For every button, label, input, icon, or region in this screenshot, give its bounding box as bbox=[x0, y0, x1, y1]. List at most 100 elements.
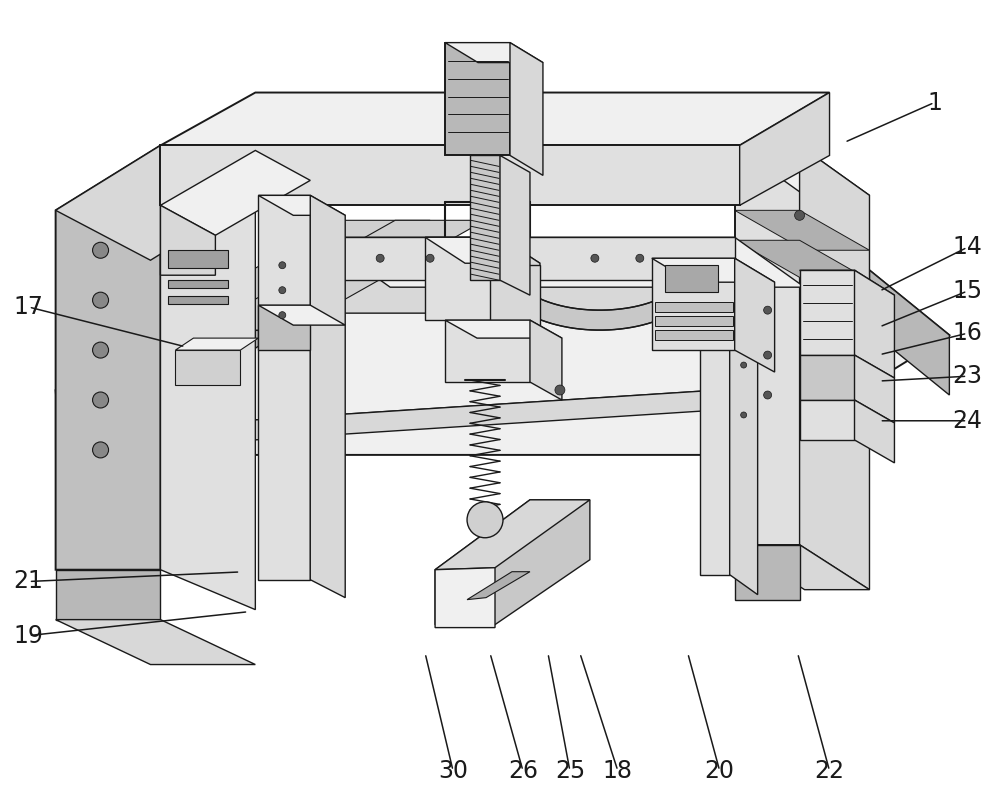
Polygon shape bbox=[160, 206, 215, 275]
Polygon shape bbox=[160, 92, 830, 145]
Polygon shape bbox=[145, 220, 430, 330]
Polygon shape bbox=[200, 220, 485, 330]
Text: 14: 14 bbox=[952, 235, 982, 259]
Circle shape bbox=[279, 312, 286, 319]
Polygon shape bbox=[435, 567, 495, 627]
Polygon shape bbox=[490, 265, 710, 330]
Polygon shape bbox=[56, 145, 160, 570]
Circle shape bbox=[741, 362, 747, 368]
Text: 26: 26 bbox=[508, 759, 538, 783]
Polygon shape bbox=[425, 238, 500, 320]
Polygon shape bbox=[698, 265, 740, 330]
Polygon shape bbox=[145, 330, 235, 350]
Circle shape bbox=[741, 412, 747, 418]
Polygon shape bbox=[800, 355, 855, 400]
Polygon shape bbox=[258, 195, 345, 215]
Circle shape bbox=[279, 287, 286, 293]
Text: 15: 15 bbox=[952, 279, 982, 303]
Polygon shape bbox=[56, 145, 255, 261]
Polygon shape bbox=[160, 151, 310, 235]
Polygon shape bbox=[652, 258, 735, 350]
Polygon shape bbox=[56, 270, 949, 455]
Polygon shape bbox=[855, 270, 894, 378]
Polygon shape bbox=[490, 265, 540, 330]
Polygon shape bbox=[310, 195, 345, 598]
Text: 17: 17 bbox=[14, 295, 44, 319]
Polygon shape bbox=[735, 544, 869, 590]
Bar bbox=[168, 296, 228, 304]
Circle shape bbox=[555, 385, 565, 395]
Polygon shape bbox=[735, 210, 869, 250]
Polygon shape bbox=[800, 400, 855, 440]
Polygon shape bbox=[131, 388, 750, 448]
Bar bbox=[655, 302, 733, 312]
Polygon shape bbox=[735, 544, 800, 599]
Circle shape bbox=[467, 502, 503, 538]
Polygon shape bbox=[56, 270, 250, 450]
Polygon shape bbox=[425, 238, 540, 263]
Polygon shape bbox=[665, 265, 718, 292]
Text: 24: 24 bbox=[952, 409, 982, 433]
Text: 1: 1 bbox=[927, 91, 942, 115]
Polygon shape bbox=[735, 145, 800, 544]
Polygon shape bbox=[500, 238, 540, 345]
Polygon shape bbox=[730, 282, 758, 595]
Circle shape bbox=[279, 261, 286, 269]
Polygon shape bbox=[160, 145, 740, 206]
Polygon shape bbox=[175, 338, 258, 350]
Polygon shape bbox=[258, 305, 345, 325]
Text: 30: 30 bbox=[438, 759, 468, 783]
Polygon shape bbox=[131, 313, 850, 428]
Text: 20: 20 bbox=[705, 759, 735, 783]
Circle shape bbox=[93, 342, 109, 358]
Polygon shape bbox=[855, 400, 894, 463]
Polygon shape bbox=[470, 155, 500, 281]
Circle shape bbox=[93, 392, 109, 408]
Circle shape bbox=[376, 254, 384, 262]
Circle shape bbox=[93, 242, 109, 258]
Text: 23: 23 bbox=[952, 364, 982, 388]
Polygon shape bbox=[735, 240, 869, 281]
Circle shape bbox=[764, 391, 772, 399]
Polygon shape bbox=[250, 270, 869, 330]
Circle shape bbox=[764, 306, 772, 314]
Polygon shape bbox=[258, 305, 310, 350]
Polygon shape bbox=[445, 42, 543, 63]
Text: 25: 25 bbox=[555, 759, 585, 783]
Text: 19: 19 bbox=[14, 623, 44, 648]
Polygon shape bbox=[445, 320, 530, 382]
Polygon shape bbox=[445, 42, 510, 155]
Polygon shape bbox=[652, 258, 775, 282]
Bar bbox=[655, 330, 733, 340]
Circle shape bbox=[795, 210, 805, 220]
Text: 18: 18 bbox=[603, 759, 633, 783]
Polygon shape bbox=[800, 270, 894, 295]
Polygon shape bbox=[700, 282, 730, 575]
Polygon shape bbox=[467, 571, 530, 599]
Polygon shape bbox=[735, 145, 869, 195]
Polygon shape bbox=[56, 570, 160, 619]
Polygon shape bbox=[160, 145, 255, 610]
Polygon shape bbox=[56, 619, 255, 665]
Polygon shape bbox=[175, 350, 240, 385]
Polygon shape bbox=[445, 320, 562, 338]
Circle shape bbox=[93, 292, 109, 308]
Polygon shape bbox=[530, 320, 562, 400]
Polygon shape bbox=[855, 355, 894, 423]
Polygon shape bbox=[869, 270, 949, 395]
Polygon shape bbox=[750, 313, 850, 408]
Circle shape bbox=[426, 254, 434, 262]
Bar bbox=[655, 316, 733, 326]
Bar bbox=[168, 250, 228, 269]
Polygon shape bbox=[800, 145, 869, 590]
Polygon shape bbox=[800, 270, 855, 355]
Text: 16: 16 bbox=[952, 321, 982, 345]
Polygon shape bbox=[435, 500, 590, 625]
Polygon shape bbox=[435, 500, 590, 570]
Polygon shape bbox=[740, 92, 830, 206]
Circle shape bbox=[93, 442, 109, 458]
Polygon shape bbox=[320, 238, 805, 287]
Polygon shape bbox=[200, 330, 290, 350]
Text: 22: 22 bbox=[815, 759, 845, 783]
Polygon shape bbox=[735, 258, 775, 372]
